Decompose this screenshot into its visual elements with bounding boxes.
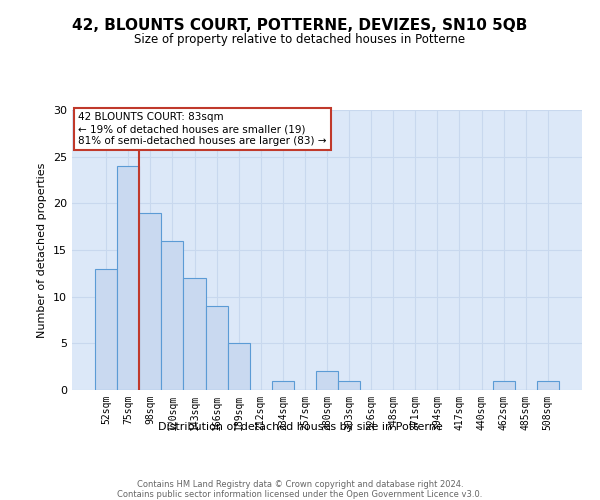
Y-axis label: Number of detached properties: Number of detached properties	[37, 162, 47, 338]
Text: Distribution of detached houses by size in Potterne: Distribution of detached houses by size …	[158, 422, 442, 432]
Text: 42 BLOUNTS COURT: 83sqm
← 19% of detached houses are smaller (19)
81% of semi-de: 42 BLOUNTS COURT: 83sqm ← 19% of detache…	[78, 112, 326, 146]
Text: 42, BLOUNTS COURT, POTTERNE, DEVIZES, SN10 5QB: 42, BLOUNTS COURT, POTTERNE, DEVIZES, SN…	[73, 18, 527, 32]
Bar	[316, 372, 338, 390]
Bar	[338, 380, 360, 390]
Text: Contains HM Land Registry data © Crown copyright and database right 2024.
Contai: Contains HM Land Registry data © Crown c…	[118, 480, 482, 500]
Bar	[206, 306, 227, 390]
Bar	[537, 380, 559, 390]
Bar	[95, 268, 117, 390]
Text: Size of property relative to detached houses in Potterne: Size of property relative to detached ho…	[134, 32, 466, 46]
Bar	[184, 278, 206, 390]
Bar	[272, 380, 294, 390]
Bar	[117, 166, 139, 390]
Bar	[493, 380, 515, 390]
Bar	[227, 344, 250, 390]
Bar	[139, 212, 161, 390]
Bar	[161, 240, 184, 390]
